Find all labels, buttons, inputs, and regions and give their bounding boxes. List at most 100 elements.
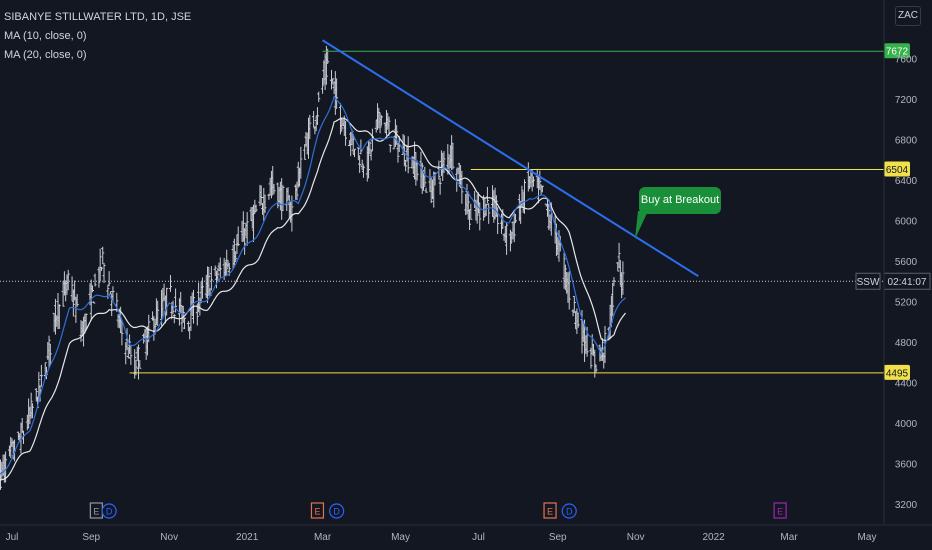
price-tick-label: 5200 [895,298,918,309]
ohlc-bar [57,304,61,330]
ohlc-bar [47,335,51,369]
price-tick-label: 7600 [895,55,918,66]
ohlc-bar [172,314,176,324]
time-tick-label: May [391,532,410,543]
ohlc-bar [168,275,172,292]
level-tag-7672: 7672 [886,47,909,58]
ohlc-bar [138,360,142,369]
price-tick-label: 6800 [895,136,918,147]
ohlc-bar [378,112,382,134]
ohlc-bar [272,184,276,195]
level-tag-4495: 4495 [886,368,909,379]
ohlc-bar [360,159,364,171]
ohlc-bar [617,242,621,269]
ohlc-bar [106,285,110,299]
symbol-tag: SSW [857,277,880,288]
dividend-marker[interactable]: D [101,503,117,519]
price-axis[interactable]: 3200 3600 4000 4400 4800 5200 5600 6000 6400 6800… [883,0,918,525]
ohlc-bar [0,459,2,490]
marker-label: E [777,507,783,517]
ohlc-bar [299,146,303,179]
ohlc-bar [29,392,33,419]
current-price-group: SSW 02:41:07 [0,272,931,290]
time-tag: 02:41:07 [888,277,927,288]
dividend-marker[interactable]: D [561,503,577,519]
ohlc-bar [111,286,115,303]
earnings-marker[interactable]: E [543,502,557,519]
ohlc-bar [388,144,392,153]
ohlc-bar [48,343,52,365]
earnings-marker[interactable]: E [773,502,787,519]
time-tick-label: Mar [780,532,798,543]
ohlc-bar [469,203,473,220]
ohlc-bar [99,266,103,271]
marker-label: D [333,507,340,517]
earnings-marker[interactable]: E [310,502,325,519]
ohlc-bar [353,148,357,158]
time-axis[interactable]: Jul Sep Nov 2021 Mar May Jul Sep Nov 2022 Mar May [0,524,932,543]
ohlc-bar [621,261,625,295]
horizontal-levels[interactable]: 7672 6504 4495 [129,43,910,380]
ohlc-bar [101,246,105,265]
ohlc-bar [107,271,111,287]
level-tag-bg-4495 [884,364,910,380]
ohlc-bar [404,159,408,172]
currency-badge[interactable]: ZAC [895,6,921,26]
ma10-line [0,95,626,475]
ohlc-bar [359,139,363,155]
ohlc-bar [508,229,512,252]
ohlc-bar [331,78,335,85]
ohlc-bar [241,211,245,242]
ohlc-bar [567,271,571,310]
ohlc-bar [66,269,70,291]
ohlc-bar [213,265,217,277]
ohlc-bar [460,170,464,204]
ohlc-bar [540,185,544,193]
marker-label: E [93,507,99,517]
ohlc-bar [324,45,328,85]
ohlc-bar [379,115,383,126]
ohlc-bar [616,262,620,272]
marker-label: D [566,507,573,517]
ohlc-bar [281,185,285,212]
dividend-marker[interactable]: D [329,503,345,519]
ohlc-bar [514,213,518,224]
time-tick-label: Sep [549,532,567,543]
ohlc-bar [245,212,249,246]
ohlc-bar [442,151,446,174]
ohlc-bar [34,388,38,402]
ohlc-bar [195,303,199,326]
price-tick-label: 3600 [895,460,918,471]
ohlc-bar [179,291,183,313]
earnings-marker[interactable]: E [89,502,103,519]
ohlc-bar [276,182,280,209]
ohlc-bar [396,142,400,163]
time-tick-label: Nov [160,532,178,543]
price-tick-label: 7200 [895,95,918,106]
ma10-group [0,95,626,475]
ohlc-bar [209,266,213,291]
ohlc-bar [92,301,96,304]
ohlc-bar [263,194,267,213]
ohlc-bar [424,187,428,193]
time-tick-label: Mar [314,532,332,543]
ohlc-bar [315,107,319,125]
price-tick-label: 4800 [895,338,918,349]
ohlc-bar [20,417,24,434]
ohlc-bar [415,160,419,181]
time-tick-label: 2021 [236,532,259,543]
ohlc-bar [295,181,299,201]
marker-label: D [106,507,113,517]
ma20-group [0,117,626,481]
ohlc-bar [485,186,489,204]
ohlc-bar [53,298,57,335]
ohlc-bar [4,451,8,483]
ohlc-bar [39,364,43,387]
ohlc-bar [451,143,455,170]
buy-at-breakout-callout[interactable]: Buy at Breakout [639,187,721,214]
ohlc-bar [468,209,472,231]
ohlc-bar [30,403,34,419]
